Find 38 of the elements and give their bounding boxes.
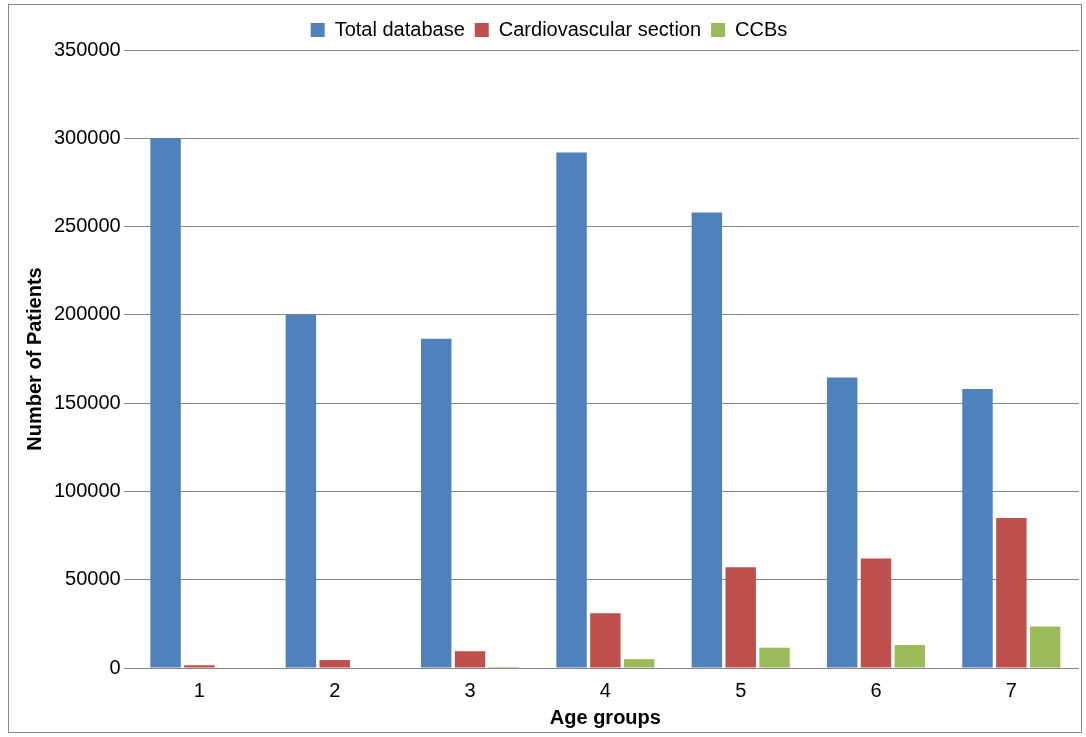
bar bbox=[691, 212, 723, 668]
x-tick-label: 2 bbox=[329, 678, 341, 701]
bar bbox=[623, 659, 655, 668]
legend-label: Cardiovascular section bbox=[498, 17, 702, 40]
bar bbox=[590, 613, 621, 668]
x-tick-label: 3 bbox=[464, 678, 476, 701]
bar bbox=[962, 389, 993, 668]
bar bbox=[860, 558, 892, 668]
bar bbox=[996, 517, 1027, 668]
bar bbox=[184, 665, 215, 668]
y-tick-label: 300000 bbox=[53, 125, 121, 148]
bar bbox=[319, 660, 350, 668]
x-tick-label: 5 bbox=[735, 678, 747, 701]
legend-label: CCBs bbox=[735, 17, 788, 40]
y-tick-label: 250000 bbox=[53, 214, 121, 237]
bar bbox=[420, 338, 452, 668]
y-tick-label: 50000 bbox=[65, 567, 121, 590]
bar bbox=[759, 647, 790, 668]
y-tick-label: 0 bbox=[109, 655, 121, 678]
x-tick-label: 1 bbox=[193, 678, 205, 701]
legend-label: Total database bbox=[334, 17, 465, 40]
bar bbox=[1029, 626, 1061, 668]
bar bbox=[150, 138, 181, 668]
bar bbox=[725, 567, 756, 668]
x-axis-title: Age groups bbox=[549, 705, 661, 728]
bar bbox=[894, 645, 926, 668]
bar bbox=[285, 314, 317, 668]
y-tick-label: 350000 bbox=[53, 37, 121, 60]
bar bbox=[454, 651, 486, 668]
y-tick-label: 100000 bbox=[53, 478, 121, 501]
bar bbox=[826, 377, 858, 668]
x-tick-label: 7 bbox=[1005, 678, 1017, 701]
x-tick-label: 4 bbox=[599, 678, 611, 701]
y-tick-label: 150000 bbox=[53, 390, 121, 413]
y-tick-label: 200000 bbox=[53, 302, 121, 325]
y-axis-title: Number of Patients bbox=[22, 267, 45, 451]
x-tick-label: 6 bbox=[870, 678, 882, 701]
bar bbox=[556, 152, 587, 668]
